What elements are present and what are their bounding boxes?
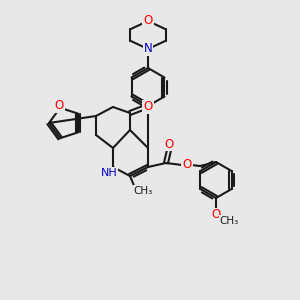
Text: O: O xyxy=(212,208,220,221)
Text: O: O xyxy=(164,137,174,151)
Text: O: O xyxy=(143,100,153,113)
Text: O: O xyxy=(54,99,64,112)
Text: CH₃: CH₃ xyxy=(134,186,153,196)
Text: N: N xyxy=(144,43,152,56)
Text: NH: NH xyxy=(100,168,117,178)
Text: O: O xyxy=(182,158,192,170)
Text: CH₃: CH₃ xyxy=(219,216,238,226)
Text: O: O xyxy=(143,14,153,28)
